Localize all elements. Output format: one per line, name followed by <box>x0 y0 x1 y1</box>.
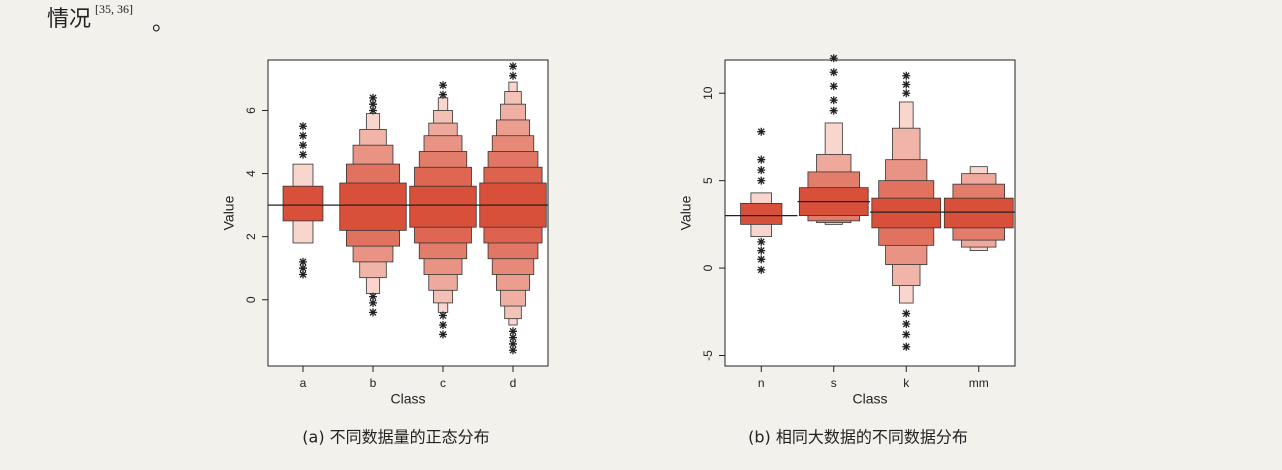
outlier <box>829 82 838 91</box>
outlier <box>829 54 838 63</box>
outlier <box>757 246 766 255</box>
x-tick-label: n <box>758 376 765 390</box>
outlier <box>509 71 517 80</box>
letter-value-box <box>282 185 324 222</box>
outlier <box>757 127 766 136</box>
y-tick-label: 10 <box>701 86 715 100</box>
x-tick-label: d <box>510 376 517 390</box>
outlier <box>509 62 517 71</box>
outlier <box>829 106 838 115</box>
outlier <box>299 257 307 266</box>
outlier <box>509 327 517 336</box>
outlier <box>902 320 911 329</box>
x-tick-label: mm <box>969 376 989 390</box>
header-text: 情况 <box>47 7 91 32</box>
x-tick-label: a <box>300 376 307 390</box>
outlier <box>439 320 447 329</box>
outlier <box>902 80 911 89</box>
outlier <box>439 311 447 320</box>
x-tick-label: c <box>440 376 446 390</box>
x-tick-label: b <box>370 376 377 390</box>
outlier <box>902 89 911 98</box>
letter-value-box <box>339 182 407 231</box>
outlier <box>299 122 307 131</box>
outlier <box>369 100 377 109</box>
citation: [35, 36] <box>95 2 133 16</box>
letter-value-box <box>409 185 477 228</box>
letter-value-box <box>740 202 783 225</box>
outlier <box>299 270 307 279</box>
outlier <box>902 330 911 339</box>
outlier <box>902 71 911 80</box>
outlier <box>757 265 766 274</box>
outlier <box>299 131 307 140</box>
outlier <box>757 176 766 185</box>
outlier <box>757 166 766 175</box>
x-axis-label: Class <box>852 391 887 407</box>
y-tick-label: 2 <box>244 233 258 240</box>
letter-value-box <box>871 197 942 229</box>
outlier <box>439 90 447 99</box>
x-tick-label: s <box>831 376 837 390</box>
outlier <box>509 333 517 342</box>
letter-value-box <box>943 197 1014 229</box>
outlier <box>299 264 307 273</box>
figure-caption: (a) 不同数据量的正态分布 <box>302 428 489 447</box>
y-tick-label: 0 <box>244 296 258 303</box>
outlier <box>299 141 307 150</box>
outlier <box>299 150 307 159</box>
outlier <box>509 346 517 355</box>
figure-caption: (b) 相同大数据的不同数据分布 <box>748 428 968 447</box>
outlier <box>369 106 377 115</box>
outlier <box>369 298 377 307</box>
y-tick-label: 0 <box>701 264 715 271</box>
outlier <box>509 339 517 348</box>
outlier <box>829 68 838 77</box>
outlier <box>369 93 377 102</box>
outlier <box>757 155 766 164</box>
outlier <box>757 255 766 264</box>
y-axis-label: Value <box>678 195 694 230</box>
outlier <box>902 342 911 351</box>
outlier <box>369 308 377 317</box>
y-tick-label: 4 <box>244 170 258 177</box>
header-punct: 。 <box>152 11 174 36</box>
outlier <box>757 237 766 246</box>
outlier <box>829 96 838 105</box>
x-axis-label: Class <box>390 391 425 407</box>
y-tick-label: -5 <box>701 350 715 361</box>
outlier <box>369 292 377 301</box>
outlier <box>902 309 911 318</box>
y-tick-label: 5 <box>701 177 715 184</box>
y-tick-label: 6 <box>244 107 258 114</box>
y-axis-label: Value <box>221 195 237 230</box>
outlier <box>439 81 447 90</box>
outlier <box>439 330 447 339</box>
x-tick-label: k <box>903 376 910 390</box>
